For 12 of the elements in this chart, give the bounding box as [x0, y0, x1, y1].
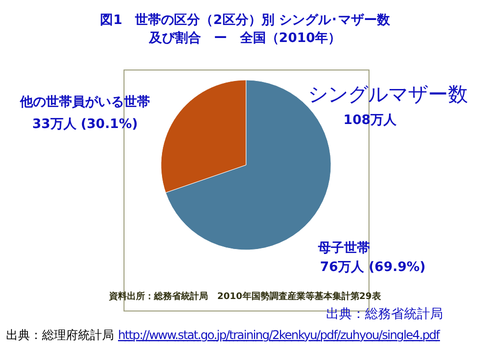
slice-label: 母子世帯 — [317, 241, 370, 256]
text: シングルマザー数 — [308, 82, 468, 106]
text: 資料出所：総務省統計局 2010年国勢調査産業等基本集計第29表 — [108, 291, 382, 302]
chart-title: 図1 世帯の区分（2区分）別 シングル･マザー数 — [100, 13, 391, 28]
data-label: 76万人 (69.9%) — [320, 260, 426, 275]
source-note: 出典：総理府統計局 — [6, 328, 114, 342]
source-note: 出典：総務省統計局 — [326, 307, 443, 322]
text: http://www.stat.go.jp/training/2kenkyu/pdf/zuhyou/single4.pdf — [118, 328, 441, 342]
text: 108万人 — [343, 113, 398, 128]
data-label: 33万人 (30.1%) — [32, 117, 138, 132]
chart-subtitle: 及び割合 ー 全国（2010年） — [148, 30, 342, 46]
slice-label: 他の世帯員がいる世帯 — [19, 95, 150, 110]
